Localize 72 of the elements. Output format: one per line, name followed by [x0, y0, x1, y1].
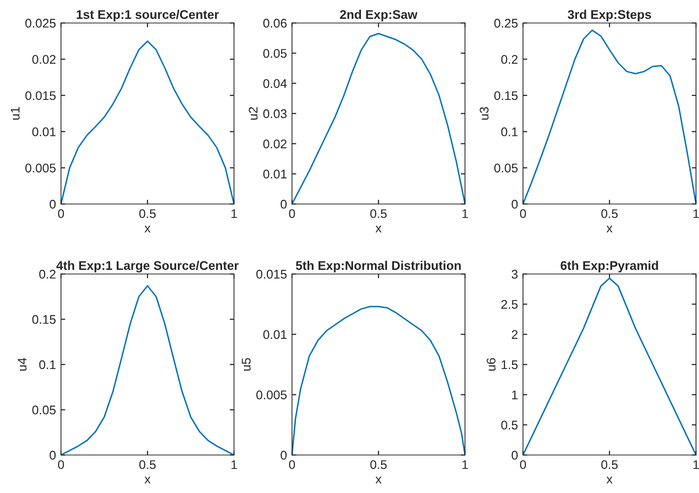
- x-tick-label: 0.5: [370, 209, 387, 218]
- line-series: [523, 278, 696, 455]
- y-tick-label: 0.2: [39, 270, 56, 279]
- y-tick-label: 0: [512, 200, 518, 209]
- y-tick-label: 0.2: [501, 55, 518, 64]
- x-tick-label: 1: [462, 460, 468, 469]
- y-tick-label: 0: [512, 450, 518, 460]
- x-tick-label: 1: [231, 460, 237, 469]
- y-tick-label: 0.015: [256, 270, 287, 279]
- x-axis-title: x: [144, 226, 150, 232]
- y-tick-label: 0.01: [32, 127, 56, 136]
- x-axis-title: x: [376, 226, 382, 232]
- y-tick-label: 0.02: [32, 55, 56, 64]
- x-tick-label: 0: [289, 209, 295, 218]
- y-tick-label: 0.15: [494, 91, 518, 100]
- y-tick-label: 0: [280, 200, 287, 209]
- y-tick-label: 3: [512, 270, 518, 279]
- y-tick-label: 0.25: [494, 18, 518, 28]
- x-axis-title: x: [144, 476, 150, 484]
- x-tick-label: 0: [520, 209, 526, 218]
- x-tick-label: 1: [462, 209, 468, 218]
- chart-title: 5th Exp:Normal Distribution: [296, 260, 461, 272]
- chart-title: 3rd Exp:Steps: [568, 10, 652, 22]
- x-tick-label: 0.5: [601, 209, 618, 218]
- y-tick-label: 0.15: [32, 315, 56, 324]
- x-tick-label: 0: [520, 460, 526, 470]
- y-tick-label: 0.025: [25, 18, 56, 28]
- y-tick-label: 2: [512, 330, 518, 339]
- y-axis-title: u4: [18, 358, 27, 371]
- y-axis-title: u1: [10, 107, 20, 120]
- x-tick-label: 0: [289, 460, 295, 470]
- x-tick-label: 0.5: [601, 460, 618, 470]
- y-tick-label: 0.04: [263, 79, 287, 88]
- y-tick-label: 0.03: [263, 109, 287, 118]
- y-tick-label: 2.5: [501, 300, 518, 309]
- y-tick-label: 0.5: [501, 420, 518, 430]
- y-axis-title: u6: [486, 358, 496, 371]
- y-tick-label: 0: [50, 200, 56, 209]
- y-tick-label: 0: [50, 450, 56, 460]
- y-tick-label: 0.05: [32, 406, 56, 414]
- x-tick-label: 1: [231, 209, 237, 218]
- chart-title: 6th Exp:Pyramid: [560, 260, 658, 272]
- x-tick-label: 1: [693, 460, 699, 469]
- y-axis-title: u2: [248, 107, 258, 120]
- y-axis-title: u5: [242, 358, 251, 371]
- y-tick-label: 0.005: [256, 390, 287, 400]
- chart-title: 2nd Exp:Saw: [340, 10, 418, 22]
- x-tick-label: 0.5: [139, 460, 156, 470]
- y-tick-label: 0.005: [25, 164, 56, 172]
- x-axis-title: x: [606, 226, 612, 232]
- y-tick-label: 0.05: [263, 48, 287, 58]
- chart-title: 1st Exp:1 source/Center: [76, 10, 219, 22]
- chart-title: 4th Exp:1 Large Source/Center: [56, 260, 239, 272]
- y-tick-label: 0.1: [501, 127, 518, 136]
- x-tick-label: 0: [58, 460, 64, 470]
- y-tick-label: 0.1: [39, 360, 56, 370]
- y-tick-label: 0.02: [263, 139, 287, 148]
- y-tick-label: 1: [512, 390, 518, 400]
- y-axis-title: u3: [480, 107, 489, 120]
- y-tick-label: 1.5: [502, 360, 518, 370]
- y-tick-label: 0.01: [263, 330, 287, 339]
- x-tick-label: 0.5: [139, 209, 156, 218]
- y-tick-label: 0.01: [263, 170, 287, 178]
- y-tick-label: 0.015: [25, 91, 56, 100]
- x-tick-label: 0.5: [370, 460, 387, 470]
- x-tick-label: 1: [693, 209, 699, 218]
- y-tick-label: 0.06: [263, 18, 287, 28]
- y-tick-label: 0.05: [494, 164, 518, 172]
- x-axis-title: x: [606, 476, 612, 484]
- y-tick-label: 0: [280, 450, 287, 460]
- x-tick-label: 0: [58, 209, 64, 218]
- x-axis-title: x: [376, 476, 382, 484]
